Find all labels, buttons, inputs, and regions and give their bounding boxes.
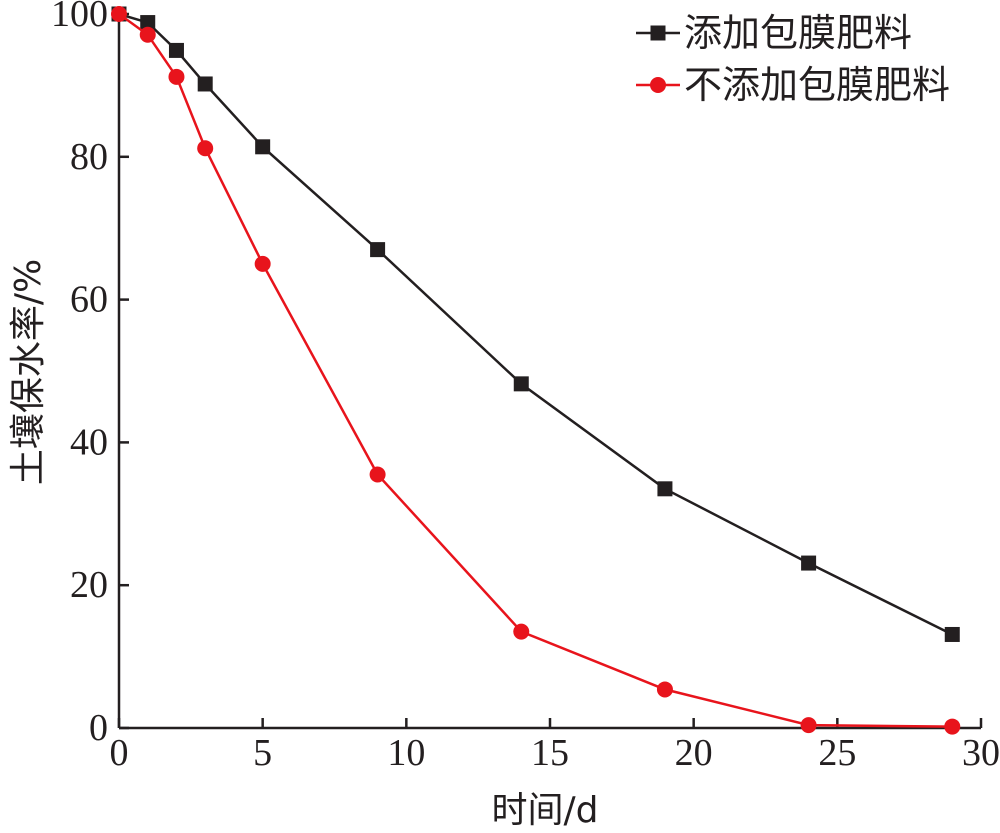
x-tick-label: 10 — [387, 732, 425, 774]
data-point — [800, 717, 817, 734]
series-line — [118, 12, 953, 728]
series-line — [118, 12, 953, 636]
x-ticks: 0 5 10 15 20 25 30 — [110, 718, 1000, 774]
y-axis-title: 土壤保水率/% — [8, 259, 49, 485]
data-point — [111, 6, 127, 22]
x-tick-label: 25 — [818, 732, 856, 774]
data-point — [513, 376, 529, 392]
legend-marker-circle — [650, 77, 666, 93]
legend-label: 添加包膜肥料 — [684, 11, 912, 55]
data-point — [370, 242, 386, 258]
data-point — [255, 139, 271, 155]
y-tick-label: 60 — [70, 279, 108, 321]
data-point — [944, 626, 960, 642]
series-layer — [111, 6, 961, 735]
y-tick-label: 80 — [70, 136, 108, 178]
data-point — [944, 718, 961, 735]
data-point — [369, 466, 386, 483]
y-tick-label: 100 — [51, 0, 108, 35]
data-point — [657, 481, 673, 497]
data-point — [254, 255, 271, 272]
data-point — [168, 68, 185, 85]
x-tick-label: 20 — [675, 732, 713, 774]
data-point — [168, 42, 184, 58]
data-point — [656, 681, 673, 698]
y-tick-label: 20 — [70, 564, 108, 606]
data-point — [513, 623, 530, 640]
x-tick-label: 30 — [962, 732, 1000, 774]
data-point — [801, 555, 817, 571]
legend-marker-square — [650, 25, 666, 41]
series-1 — [111, 6, 960, 642]
x-tick-label: 0 — [110, 732, 129, 774]
data-point — [197, 76, 213, 92]
x-tick-label: 5 — [253, 732, 272, 774]
x-tick-label: 15 — [531, 732, 569, 774]
y-ticks: 0 20 40 60 80 100 — [51, 0, 129, 749]
legend-label: 不添加包膜肥料 — [684, 63, 950, 107]
data-point — [139, 26, 156, 43]
axes — [117, 14, 981, 730]
x-axis-title: 时间/d — [492, 790, 599, 831]
y-tick-label: 0 — [89, 707, 108, 749]
series-2 — [111, 6, 961, 735]
y-tick-label: 40 — [70, 421, 108, 463]
data-point — [140, 15, 156, 31]
data-point — [197, 140, 214, 157]
